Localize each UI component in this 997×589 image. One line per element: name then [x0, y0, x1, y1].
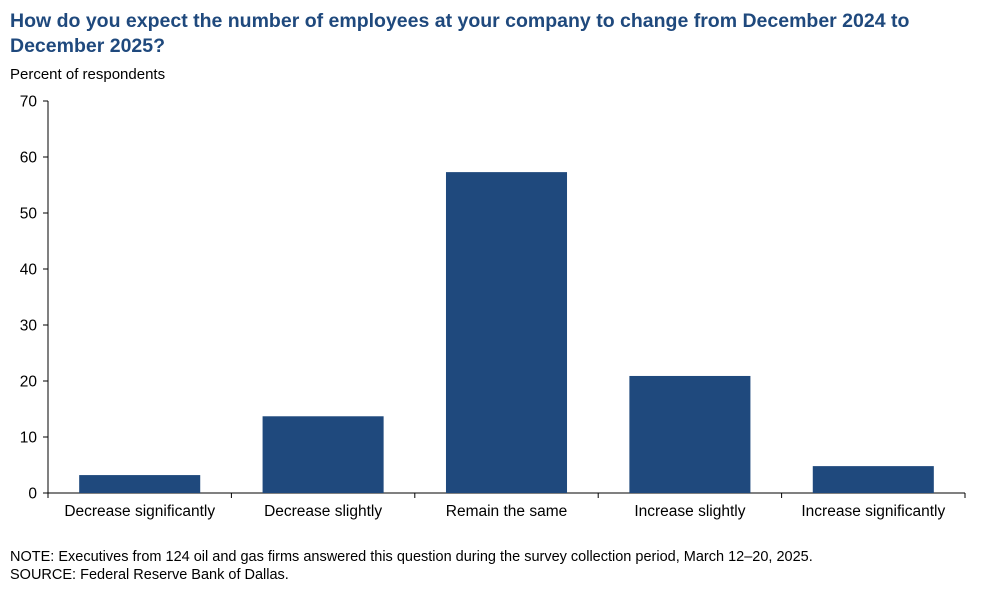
x-tick-label: Increase significantly [801, 503, 945, 520]
x-tick-label: Decrease significantly [64, 503, 215, 520]
y-axis-label: Percent of respondents [10, 66, 166, 83]
source-text: SOURCE: Federal Reserve Bank of Dallas. [10, 567, 289, 583]
y-tick-label: 10 [20, 430, 38, 447]
y-tick-label: 50 [20, 206, 38, 223]
bar [79, 475, 201, 493]
chart-title: How do you expect the number of employee… [10, 10, 910, 57]
y-tick-label: 30 [20, 318, 38, 335]
y-tick-label: 20 [20, 374, 38, 391]
bar [812, 466, 934, 493]
y-tick-label: 60 [20, 150, 38, 167]
footnotes: NOTE: Executives from 124 oil and gas fi… [10, 548, 813, 584]
bar [445, 172, 568, 493]
bar [262, 416, 384, 493]
x-tick-label: Decrease slightly [264, 503, 382, 520]
x-tick-label: Increase slightly [634, 503, 745, 520]
bar-chart: 0 10 20 30 40 50 60 70 Decrease significantly Dec… [20, 94, 966, 521]
bars [79, 172, 934, 493]
tick-labels: 0 10 20 30 40 50 60 70 Decrease significantly Dec… [20, 94, 946, 521]
y-tick-label: 40 [20, 262, 38, 279]
bar [629, 375, 751, 493]
note-text: NOTE: Executives from 124 oil and gas fi… [10, 549, 813, 565]
y-tick-label: 0 [28, 486, 37, 503]
y-tick-label: 70 [20, 94, 38, 111]
x-tick-label: Remain the same [446, 503, 567, 520]
